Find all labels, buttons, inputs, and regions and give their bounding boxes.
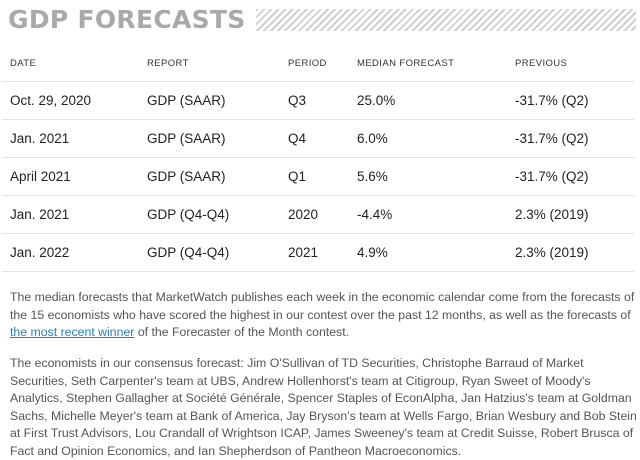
header-report: REPORT [139,46,280,82]
table-row: Jan. 2022 GDP (Q4-Q4) 2021 4.9% 2.3% (20… [2,233,634,272]
cell-median: 4.9% [349,233,507,272]
economists-paragraph: The economists in our consensus forecast… [10,356,637,458]
methodology-paragraph: The median forecasts that MarketWatch pu… [10,289,638,342]
cell-median: 5.6% [349,157,507,196]
cell-date: April 2021 [2,157,139,196]
table-row: Oct. 29, 2020 GDP (SAAR) Q3 25.0% -31.7%… [2,81,634,120]
cell-period: Q3 [280,81,349,120]
cell-period: Q4 [280,119,349,158]
cell-date: Oct. 29, 2020 [2,81,139,120]
cell-date: Jan. 2021 [2,195,139,234]
header-period: PERIOD [280,46,349,82]
cell-report: GDP (SAAR) [139,119,280,158]
cell-report: GDP (Q4-Q4) [139,233,280,272]
title-stripe-decoration [255,9,636,31]
title-row: GDP FORECASTS [8,5,636,35]
header-date: DATE [2,46,139,82]
cell-report: GDP (Q4-Q4) [139,195,280,234]
cell-previous: -31.7% (Q2) [507,157,634,196]
cell-period: 2021 [280,233,349,272]
header-median-forecast: MEDIAN FORECAST [349,46,507,82]
cell-report: GDP (SAAR) [139,157,280,196]
cell-date: Jan. 2022 [2,233,139,272]
cell-period: 2020 [280,195,349,234]
cell-period: Q1 [280,157,349,196]
table-row: April 2021 GDP (SAAR) Q1 5.6% -31.7% (Q2… [2,157,634,196]
methodology-text-after-link: of the Forecaster of the Month contest. [134,325,350,339]
cell-previous: 2.3% (2019) [507,233,634,272]
table-row: Jan. 2021 GDP (Q4-Q4) 2020 -4.4% 2.3% (2… [2,195,634,234]
cell-previous: -31.7% (Q2) [507,119,634,158]
gdp-forecast-table: DATE REPORT PERIOD MEDIAN FORECAST PREVI… [2,46,634,272]
cell-median: 6.0% [349,119,507,158]
methodology-text-before-link: The median forecasts that MarketWatch pu… [10,290,635,322]
cell-median: -4.4% [349,195,507,234]
cell-previous: 2.3% (2019) [507,195,634,234]
header-previous: PREVIOUS [507,46,634,82]
cell-date: Jan. 2021 [2,119,139,158]
cell-previous: -31.7% (Q2) [507,81,634,120]
table-row: Jan. 2021 GDP (SAAR) Q4 6.0% -31.7% (Q2) [2,119,634,158]
cell-median: 25.0% [349,81,507,120]
most-recent-winner-link[interactable]: the most recent winner [10,325,135,339]
table-header-row: DATE REPORT PERIOD MEDIAN FORECAST PREVI… [2,46,634,82]
page-title: GDP FORECASTS [8,5,246,34]
cell-report: GDP (SAAR) [139,81,280,120]
